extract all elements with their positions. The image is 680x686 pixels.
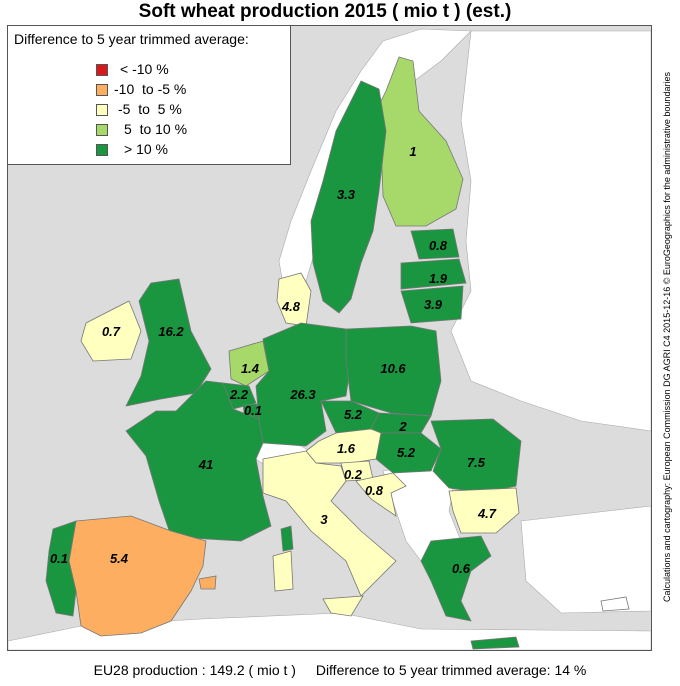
region-netherlands: [228, 340, 270, 387]
label-croatia: 0.8: [365, 483, 384, 498]
region-corsica: [280, 525, 294, 552]
region-sardinia: [272, 550, 294, 592]
label-france: 41: [198, 457, 213, 472]
legend-label: -5 to 5 %: [118, 101, 182, 117]
label-slovakia: 2: [398, 419, 407, 434]
region-croatia: [355, 472, 407, 517]
label-poland: 10.6: [380, 361, 406, 376]
label-finland: 1: [409, 144, 416, 159]
label-united-kingdom: 16.2: [158, 324, 184, 339]
label-latvia: 1.9: [429, 271, 448, 286]
credit-text: Calculations and cartography: European C…: [662, 72, 672, 602]
region-crete: [470, 636, 520, 650]
credit-note: Calculations and cartography: European C…: [658, 25, 676, 649]
legend-swatch: [96, 124, 108, 136]
region-italy: [262, 450, 397, 597]
region-ireland: [80, 300, 142, 362]
legend-swatch: [96, 104, 108, 116]
label-hungary: 5.2: [397, 445, 416, 460]
region-greece: [420, 535, 492, 622]
region-portugal: [45, 520, 77, 617]
label-bulgaria: 4.7: [477, 506, 497, 521]
footer: EU28 production : 149.2 ( mio t ) Differ…: [0, 662, 680, 678]
label-luxembourg: 0.1: [244, 403, 262, 418]
non-eu-land-turkey: [520, 505, 651, 614]
region-latvia: [400, 258, 467, 290]
legend-label: > 10 %: [124, 141, 168, 157]
legend-swatch: [96, 144, 108, 156]
footer-production: EU28 production : 149.2 ( mio t ): [93, 662, 296, 678]
label-italy: 3: [320, 512, 328, 527]
region-balearic: [198, 575, 217, 590]
value-labels: 1 3.3 0.8 1.9 3.9 4.8 0.7 16.2 1.4 2.2 0…: [50, 144, 497, 576]
legend: Difference to 5 year trimmed average: < …: [7, 25, 291, 165]
non-eu-land-russia: [450, 30, 651, 432]
region-lithuania: [400, 285, 464, 324]
map-title: Soft wheat production 2015 ( mio t ) (es…: [138, 1, 512, 22]
label-belgium: 2.2: [229, 387, 249, 402]
label-ireland: 0.7: [102, 324, 121, 339]
footer-difference: Difference to 5 year trimmed average: 14…: [315, 662, 587, 678]
countries: [45, 56, 630, 650]
label-netherlands: 1.4: [241, 361, 260, 376]
label-sweden: 3.3: [337, 187, 356, 202]
legend-swatch: [96, 64, 108, 76]
label-germany: 26.3: [289, 387, 316, 402]
label-czech-republic: 5.2: [344, 407, 363, 422]
region-united-kingdom: [125, 278, 212, 407]
label-austria: 1.6: [337, 441, 356, 456]
region-bulgaria: [448, 487, 520, 534]
region-sweden: [310, 80, 387, 314]
region-sicily: [322, 595, 364, 617]
label-romania: 7.5: [467, 455, 486, 470]
label-estonia: 0.8: [429, 238, 448, 253]
label-portugal: 0.1: [50, 551, 68, 566]
legend-title: Difference to 5 year trimmed average:: [14, 31, 249, 47]
legend-label: 5 to 10 %: [124, 121, 188, 137]
label-spain: 5.4: [110, 551, 129, 566]
region-france: [125, 380, 272, 542]
legend-label: < -10 %: [120, 61, 169, 77]
legend-label: -10 to -5 %: [114, 81, 187, 97]
legend-swatch: [96, 84, 108, 96]
label-slovenia: 0.2: [344, 467, 363, 482]
label-greece: 0.6: [452, 561, 471, 576]
region-cyprus: [600, 596, 630, 612]
label-lithuania: 3.9: [424, 297, 443, 312]
region-estonia: [410, 228, 460, 260]
label-denmark: 4.8: [281, 299, 301, 314]
